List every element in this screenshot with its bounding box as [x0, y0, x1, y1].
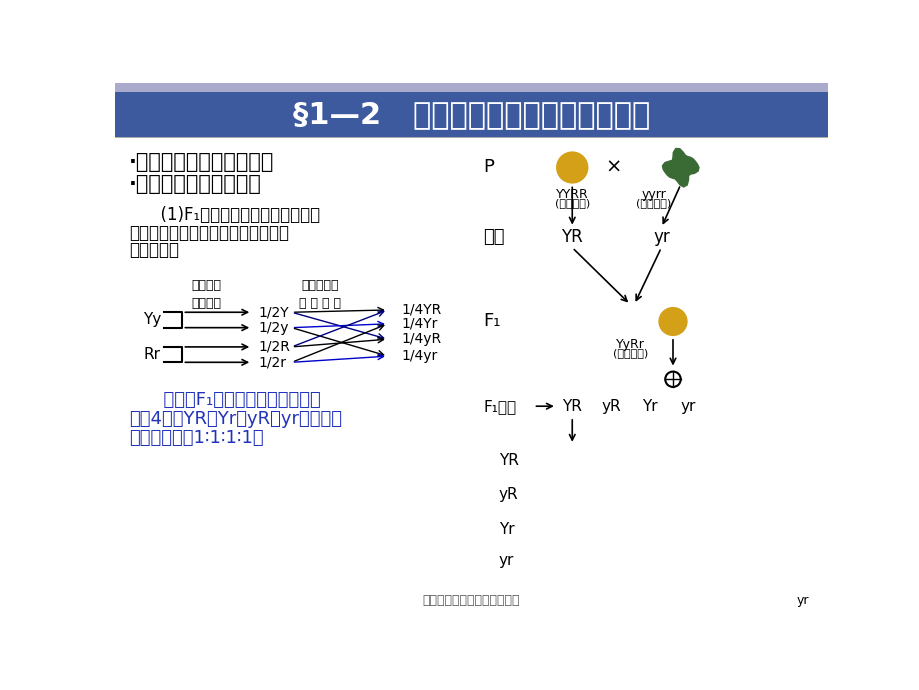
Text: 1/4yR: 1/4yR: [402, 332, 441, 346]
Text: yr: yr: [680, 399, 696, 414]
Text: yyrr: yyrr: [641, 188, 665, 201]
Text: yr: yr: [652, 228, 669, 246]
Text: YyRr: YyRr: [615, 338, 644, 351]
Text: 配子: 配子: [482, 228, 505, 246]
Text: Yy: Yy: [143, 313, 161, 328]
Text: ·对自由组合现象的解释: ·对自由组合现象的解释: [129, 174, 262, 194]
Text: F₁配子: F₁配子: [482, 399, 516, 414]
Text: 1/2y: 1/2y: [258, 321, 289, 335]
Text: yr: yr: [498, 553, 514, 568]
Polygon shape: [662, 148, 698, 187]
Text: (1)F₁在产生配子时，每对遗传因: (1)F₁在产生配子时，每对遗传因: [129, 206, 320, 224]
Text: YR: YR: [561, 228, 583, 246]
Text: (黄色圆粒): (黄色圆粒): [554, 197, 589, 208]
Text: F₁: F₁: [482, 313, 500, 331]
Text: yR: yR: [498, 487, 517, 502]
Text: 1/4yr: 1/4yr: [402, 349, 437, 363]
Text: 同对因子
彼此分离: 同对因子 彼此分离: [191, 279, 221, 310]
Text: 不同对因子
自 由 组 合: 不同对因子 自 由 组 合: [299, 279, 341, 310]
Circle shape: [658, 308, 686, 335]
Text: Yr: Yr: [498, 522, 514, 537]
Text: (黄色圆粒): (黄色圆粒): [612, 348, 647, 358]
Text: 子彼此分离，不同对的遗传因子可以: 子彼此分离，不同对的遗传因子可以: [129, 224, 289, 241]
Text: 1/2Y: 1/2Y: [258, 305, 289, 319]
Text: 间的数量比为1∶1∶1∶1。: 间的数量比为1∶1∶1∶1。: [129, 429, 263, 447]
Text: YR: YR: [562, 399, 582, 414]
Text: (绿色皱粒): (绿色皱粒): [635, 197, 671, 208]
Bar: [115, 92, 827, 137]
Text: P: P: [482, 159, 494, 177]
Text: YR: YR: [498, 453, 518, 468]
Text: YYRR: YYRR: [555, 188, 588, 201]
Text: 孟德尔的豌豆杂交实验二优秀: 孟德尔的豌豆杂交实验二优秀: [423, 593, 519, 607]
Text: §1—2   孟德尔的豌豆杂交实验（二）: §1—2 孟德尔的豌豆杂交实验（二）: [292, 100, 650, 129]
Text: 这样，F₁产生的雌配子和雄配子: 这样，F₁产生的雌配子和雄配子: [129, 391, 321, 408]
Text: 1/2R: 1/2R: [258, 340, 289, 354]
Text: yr: yr: [796, 593, 809, 607]
Text: 1/4YR: 1/4YR: [402, 303, 441, 317]
Circle shape: [664, 371, 680, 387]
Text: Rr: Rr: [143, 347, 161, 362]
Bar: [115, 83, 827, 92]
Text: ·两对相对性状的杂交实验: ·两对相对性状的杂交实验: [129, 152, 274, 172]
Text: 自由组合。: 自由组合。: [129, 241, 179, 259]
Text: 各有4种：YR、Yr、yR、yr，它们之: 各有4种：YR、Yr、yR、yr，它们之: [129, 410, 342, 428]
Text: Yr: Yr: [641, 399, 657, 414]
Text: 1/2r: 1/2r: [258, 355, 286, 369]
Text: ×: ×: [605, 158, 621, 177]
Text: 1/4Yr: 1/4Yr: [402, 317, 437, 331]
Text: yR: yR: [600, 399, 620, 414]
Circle shape: [556, 152, 587, 183]
